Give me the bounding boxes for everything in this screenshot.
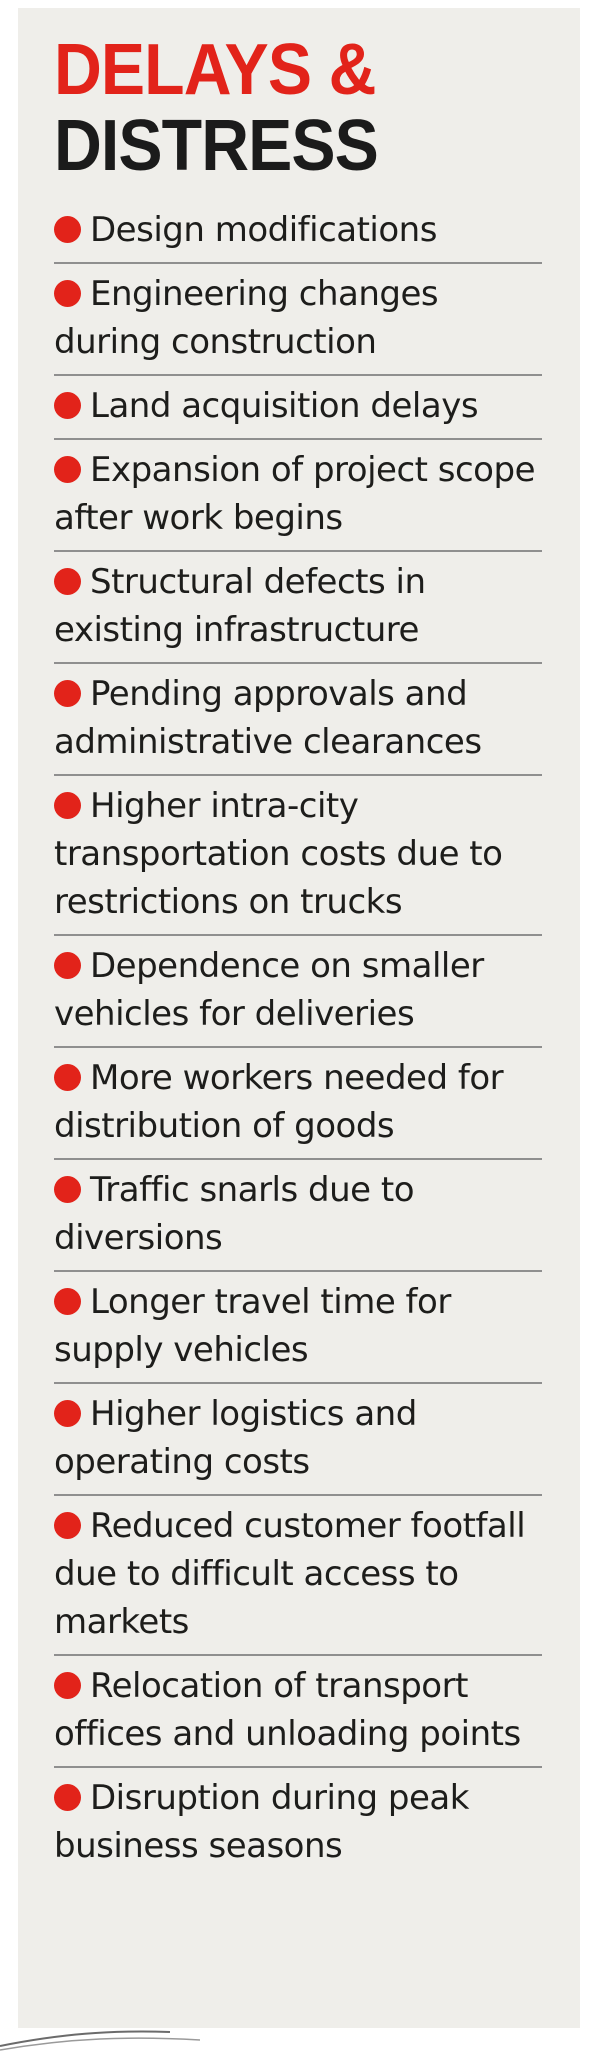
list-item-text: Expansion of project scope after work be… <box>54 450 536 538</box>
list-item: Dependence on smaller vehicles for deliv… <box>54 936 542 1048</box>
list-item-text: Design modifications <box>90 210 437 250</box>
red-bullet-icon <box>54 1176 81 1203</box>
list-item: Traffic snarls due to diversions <box>54 1160 542 1272</box>
red-bullet-icon <box>54 1512 81 1539</box>
list-item: Design modifications <box>54 200 542 264</box>
list-item: More workers needed for distribution of … <box>54 1048 542 1160</box>
list-item: Structural defects in existing infrastru… <box>54 552 542 664</box>
list-item: Expansion of project scope after work be… <box>54 440 542 552</box>
bottom-curve-decoration <box>0 2030 201 2051</box>
list-item-text: Longer travel time for supply vehicles <box>54 1282 451 1370</box>
list-item-text: Pending approvals and administrative cle… <box>54 674 482 762</box>
page-title: DELAYS & DISTRESS <box>54 32 512 184</box>
list-item-text: Dependence on smaller vehicles for deliv… <box>54 946 484 1034</box>
list-item: Engineering changes during construction <box>54 264 542 376</box>
list-item-text: Higher intra-city transportation costs d… <box>54 786 503 922</box>
red-bullet-icon <box>54 1400 81 1427</box>
list-item-text: Land acquisition delays <box>90 386 479 426</box>
list-item: Relocation of transport offices and unlo… <box>54 1656 542 1768</box>
red-bullet-icon <box>54 392 81 419</box>
red-bullet-icon <box>54 1064 81 1091</box>
list-item-text: Structural defects in existing infrastru… <box>54 562 426 650</box>
info-panel: DELAYS & DISTRESS Design modifications En… <box>18 8 580 2028</box>
red-bullet-icon <box>54 280 81 307</box>
red-bullet-icon <box>54 1784 81 1811</box>
red-bullet-icon <box>54 952 81 979</box>
list-item-text: Disruption during peak business seasons <box>54 1778 469 1866</box>
list-item-text: More workers needed for distribution of … <box>54 1058 504 1146</box>
reasons-list: Design modifications Engineering changes … <box>54 200 542 1878</box>
list-item-text: Relocation of transport offices and unlo… <box>54 1666 521 1754</box>
red-bullet-icon <box>54 792 81 819</box>
red-bullet-icon <box>54 1288 81 1315</box>
list-item: Land acquisition delays <box>54 376 542 440</box>
list-item-text: Higher logistics and operating costs <box>54 1394 417 1482</box>
list-item: Higher logistics and operating costs <box>54 1384 542 1496</box>
red-bullet-icon <box>54 216 81 243</box>
red-bullet-icon <box>54 1672 81 1699</box>
title-line-2: DISTRESS <box>54 106 379 186</box>
title-line-1: DELAYS & <box>54 30 376 110</box>
list-item: Higher intra-city transportation costs d… <box>54 776 542 936</box>
list-item: Disruption during peak business seasons <box>54 1768 542 1878</box>
list-item: Reduced customer footfall due to difficu… <box>54 1496 542 1656</box>
list-item: Pending approvals and administrative cle… <box>54 664 542 776</box>
red-bullet-icon <box>54 680 81 707</box>
list-item-text: Engineering changes during construction <box>54 274 439 362</box>
list-item-text: Traffic snarls due to diversions <box>54 1170 415 1258</box>
list-item-text: Reduced customer footfall due to difficu… <box>54 1506 526 1642</box>
red-bullet-icon <box>54 568 81 595</box>
list-item: Longer travel time for supply vehicles <box>54 1272 542 1384</box>
red-bullet-icon <box>54 456 81 483</box>
